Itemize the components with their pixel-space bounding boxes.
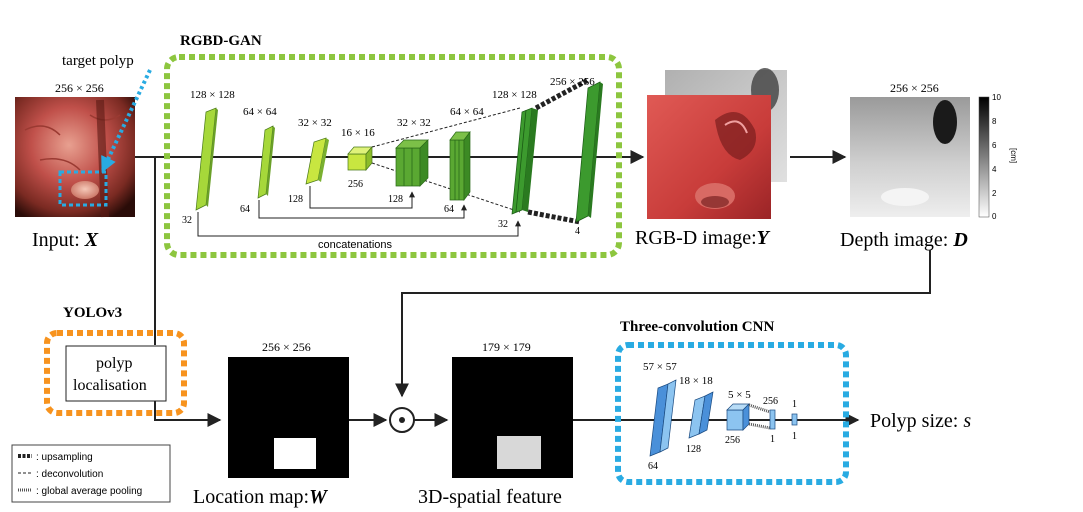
legend-upsampling-text: : upsampling bbox=[36, 452, 93, 463]
spatial-feature-map bbox=[452, 357, 573, 478]
cnn-fc-label: 1 bbox=[792, 399, 797, 410]
input-size-label: 256 × 256 bbox=[55, 81, 104, 95]
gen-layer-4-channels: 256 bbox=[348, 179, 363, 190]
gen-layer-7-size: 128 × 128 bbox=[492, 89, 537, 101]
polyp-localisation-box bbox=[65, 345, 167, 402]
cnn-layer-3 bbox=[726, 403, 750, 431]
cnn-layer-2 bbox=[688, 391, 714, 439]
rgbd-gan-box bbox=[164, 54, 622, 258]
depth-feedback-line bbox=[395, 250, 931, 398]
element-wise-product-symbol bbox=[389, 407, 415, 433]
yolo-box bbox=[44, 330, 187, 416]
cnn-layer-2-size: 18 × 18 bbox=[679, 375, 713, 387]
gen-layer-4 bbox=[347, 146, 373, 171]
input-caption: Input: X bbox=[32, 229, 99, 251]
gen-layer-6 bbox=[449, 130, 471, 202]
polyp-localisation-line1: polyp bbox=[96, 355, 132, 372]
yolo-title: YOLOv3 bbox=[63, 305, 122, 321]
yolo-to-location-line bbox=[154, 401, 222, 427]
depth-colorbar bbox=[978, 96, 990, 218]
skip-connection-2 bbox=[258, 200, 467, 219]
gen-layer-8-size: 256 × 256 bbox=[550, 76, 595, 88]
location-caption: Location map:W bbox=[193, 486, 328, 508]
upsampling-line bbox=[527, 209, 581, 225]
gen-layer-1-channels: 32 bbox=[182, 215, 192, 226]
colorbar-unit: [cm] bbox=[1009, 148, 1018, 163]
gen-layer-8 bbox=[575, 81, 603, 223]
colorbar-tick: 4 bbox=[992, 165, 997, 174]
legend-deconvolution-text: : deconvolution bbox=[36, 469, 103, 480]
depth-caption: Depth image: D bbox=[840, 229, 968, 251]
polyp-localisation-line2: localisation bbox=[73, 377, 147, 394]
gen-layer-6-size: 64 × 64 bbox=[450, 106, 484, 118]
concatenations-label: concatenations bbox=[318, 239, 392, 251]
gen-layer-3-channels: 128 bbox=[288, 194, 303, 205]
gen-layer-7-channels: 32 bbox=[498, 219, 508, 230]
cnn-title: Three-convolution CNN bbox=[620, 319, 774, 335]
cnn-layer-3-size: 5 × 5 bbox=[728, 389, 751, 401]
rgbd-gan-title: RGBD-GAN bbox=[180, 33, 262, 49]
gen-layer-5-size: 32 × 32 bbox=[397, 117, 431, 129]
cnn-fc-label: 1 bbox=[770, 434, 775, 445]
colorbar-tick: 0 bbox=[992, 212, 997, 221]
gen-layer-5 bbox=[395, 139, 429, 187]
gen-layer-2-size: 64 × 64 bbox=[243, 106, 277, 118]
gen-layer-1-size: 128 × 128 bbox=[190, 89, 235, 101]
rgbd-caption: RGB-D image:Y bbox=[635, 227, 771, 249]
target-polyp-label: target polyp bbox=[62, 53, 134, 69]
gen-layer-6-channels: 64 bbox=[444, 204, 454, 215]
colorbar-tick: 2 bbox=[992, 189, 997, 198]
gen-layer-4-size: 16 × 16 bbox=[341, 127, 375, 139]
cnn-fc-label: 1 bbox=[792, 431, 797, 442]
location-map bbox=[228, 357, 349, 478]
input-image bbox=[15, 97, 135, 218]
legend-gap-text: : global average pooling bbox=[36, 486, 142, 497]
gen-layer-8-channels: 4 bbox=[575, 226, 580, 237]
cnn-layer-1-size: 57 × 57 bbox=[643, 361, 677, 373]
colorbar-tick: 6 bbox=[992, 141, 997, 150]
spatial-caption: 3D-spatial feature bbox=[418, 486, 562, 508]
cnn-fc-layer-1 bbox=[769, 409, 776, 430]
output-caption: Polyp size: s bbox=[870, 410, 971, 432]
target-polyp-box bbox=[58, 170, 108, 207]
deconv-line bbox=[371, 107, 521, 148]
depth-image bbox=[850, 97, 970, 217]
cnn-fc-layer-2 bbox=[791, 413, 798, 426]
gap-line bbox=[748, 403, 771, 414]
legend-box bbox=[11, 444, 171, 503]
skip-connection-3 bbox=[309, 186, 415, 209]
gen-layer-3 bbox=[305, 137, 329, 185]
spatial-size-label: 179 × 179 bbox=[482, 340, 531, 354]
gen-layer-2 bbox=[257, 125, 275, 199]
gen-layer-2-channels: 64 bbox=[240, 204, 250, 215]
cnn-box bbox=[615, 342, 849, 485]
gen-layer-5-channels: 128 bbox=[388, 194, 403, 205]
cnn-fc-label: 256 bbox=[763, 396, 778, 407]
location-size-label: 256 × 256 bbox=[262, 340, 311, 354]
upsampling-line bbox=[534, 77, 590, 111]
gen-layer-3-size: 32 × 32 bbox=[298, 117, 332, 129]
target-polyp-arrow bbox=[101, 69, 152, 173]
cnn-layer-2-channels: 128 bbox=[686, 444, 701, 455]
gap-line bbox=[748, 422, 771, 430]
rgbd-color-layer bbox=[647, 95, 771, 219]
gen-layer-1 bbox=[195, 107, 218, 211]
colorbar-tick: 8 bbox=[992, 117, 997, 126]
cnn-layer-1-channels: 64 bbox=[648, 461, 658, 472]
skip-connection-1 bbox=[197, 212, 521, 237]
colorbar-tick: 10 bbox=[992, 93, 1001, 102]
cnn-layer-3-channels: 256 bbox=[725, 435, 740, 446]
depth-size-label: 256 × 256 bbox=[890, 81, 939, 95]
gen-layer-7 bbox=[511, 107, 538, 215]
cnn-layer-1 bbox=[649, 379, 677, 457]
